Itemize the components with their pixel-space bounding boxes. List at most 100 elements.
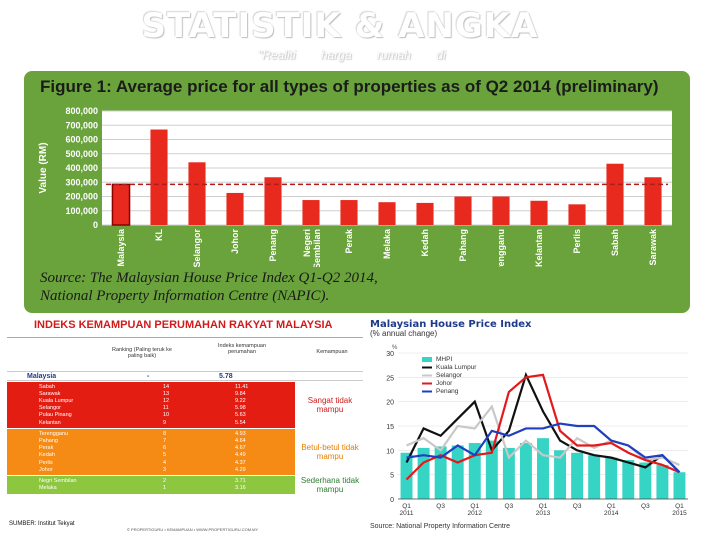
cell-name: Perlis <box>39 459 53 466</box>
affordability-table: INDEKS KEMAMPUAN PERUMAHAN RAKYAT MALAYS… <box>7 315 363 537</box>
affordability-table-source: SUMBER: Institut Tekyat <box>9 521 75 527</box>
cell-rank: 2 <box>163 477 167 484</box>
bar <box>530 200 548 225</box>
x-tick-label: Kedah <box>420 229 430 257</box>
mhpi-bar <box>485 440 498 499</box>
mhpi-bar <box>622 460 635 499</box>
cell-index: 9.84 <box>235 390 246 397</box>
x-tick-label: Pahang <box>458 229 468 262</box>
group-divider-2 <box>295 476 363 494</box>
mhpi-bar <box>605 457 618 499</box>
table-row: Pulau Pinang 10 5.63 <box>7 412 363 419</box>
y-tick-label: 5 <box>390 473 394 480</box>
table-row-malaysia: Malaysia - 5.78 <box>7 371 363 381</box>
legend-label: Johor <box>436 380 453 387</box>
x-tick-label: Melaka <box>382 228 392 259</box>
x-tick-label: Q3 <box>436 503 445 510</box>
cell-index: 4.67 <box>235 445 246 452</box>
table-header-band <box>7 337 363 371</box>
cell-name: Pulau Pinang <box>39 412 72 419</box>
table-row: Johor 3 4.29 <box>7 467 363 474</box>
cell-rank: 1 <box>163 485 167 492</box>
table-row: Pahang 7 4.64 <box>7 438 363 445</box>
figure1-title: Figure 1: Average price for all types of… <box>40 77 659 96</box>
affordability-table-title: INDEKS KEMAMPUAN PERUMAHAN RAKYAT MALAYS… <box>34 319 333 331</box>
cell-index: 3.16 <box>235 485 246 492</box>
bar <box>111 183 131 226</box>
mhpi-bar <box>656 464 669 499</box>
x-tick-label: Q1 2013 <box>536 503 551 517</box>
bar <box>150 129 168 225</box>
y-tick-label: 200,000 <box>65 192 98 202</box>
cell-index: 4.49 <box>235 452 246 459</box>
y-tick-label: 100,000 <box>65 206 98 216</box>
bar <box>492 196 510 225</box>
y-tick-label: 700,000 <box>65 120 98 130</box>
y-tick-label: 0 <box>93 220 98 230</box>
x-tick-label: Q3 <box>641 503 650 510</box>
hpi-source: Source: National Property Information Ce… <box>370 523 511 530</box>
cell-index: 4.29 <box>235 466 246 473</box>
hpi-line-chart: % 0 5 10 15 20 25 30 Q1 2011 Q3 Q1 2012 Q3 Q1 2013 Q3 Q1 2… <box>386 345 688 517</box>
cell-index: 4.93 <box>235 430 246 437</box>
y-tick-label: 20 <box>386 400 394 407</box>
legend-label: Selangor <box>436 372 463 379</box>
cell-name: Perak <box>39 445 54 452</box>
mhpi-bar <box>434 446 447 499</box>
mhpi-bar <box>554 450 567 499</box>
mhpi-bar <box>673 472 686 499</box>
table-row: Kuala Lumpur 12 9.22 <box>7 398 363 405</box>
x-tick-label: Penang <box>268 229 278 262</box>
mhpi-bar <box>468 443 481 499</box>
series-line-johor <box>405 373 680 481</box>
cell-rank: - <box>147 373 150 380</box>
hpi-title: Malaysian House Price Index <box>370 319 532 330</box>
x-tick-label: Perlis <box>572 229 582 254</box>
category-label: Sederhana tidak mampu <box>300 476 360 495</box>
table-row: Sarawak 13 9.84 <box>7 391 363 398</box>
group-divider-1 <box>295 429 363 476</box>
affordability-table-footer: © PROPERTIGURU • KEMAMPUAN • WWW.PROPERT… <box>127 527 259 532</box>
x-tick-label: Kelantan <box>534 229 544 267</box>
y-tick-label: 500,000 <box>65 149 98 159</box>
bar <box>302 200 320 225</box>
legend-label: Penang <box>436 388 459 395</box>
cell-index: 3.71 <box>235 477 246 484</box>
legend-label: Kuala Lumpur <box>436 364 477 371</box>
table-row: Negri Sembilan 2 3.71 <box>7 478 363 485</box>
cell-rank: 3 <box>163 466 167 473</box>
cell-rank: 7 <box>163 437 167 444</box>
figure1-source-line1: Source: The Malaysian House Price Index … <box>40 270 378 286</box>
y-tick-label: 0 <box>390 497 394 504</box>
x-tick-label: Sabah <box>610 229 620 256</box>
slide-title: STATISTIK & ANGKA <box>141 6 539 46</box>
bar <box>416 202 434 225</box>
table-row: Kedah 5 4.49 <box>7 452 363 459</box>
cell-rank: 12 <box>163 397 170 404</box>
y-axis-label: Value (RM) <box>38 142 49 193</box>
y-tick-label: 400,000 <box>65 163 98 173</box>
category-label: Betul-betul tidak mampu <box>301 443 359 462</box>
table-row: Terengganu 8 4.93 <box>7 431 363 438</box>
slide-subtitle: "Realiti harga rumah di <box>258 48 446 62</box>
cell-name: Kelantan <box>39 419 61 426</box>
category-label: Sangat tidak mampu <box>307 396 353 415</box>
cell-index: 5.63 <box>235 412 246 419</box>
cell-rank: 10 <box>163 412 170 419</box>
cell-rank: 4 <box>163 459 167 466</box>
header-index: Indeks kemampuan perumahan <box>218 343 266 355</box>
bar <box>378 202 396 225</box>
x-tick-label: Malaysia <box>116 228 126 267</box>
mhpi-bar <box>400 452 413 499</box>
table-row: Selangor 11 5.98 <box>7 405 363 412</box>
group-divider-0 <box>295 382 363 429</box>
y-tick-label: 15 <box>386 424 394 431</box>
x-tick-label: Terengganu <box>496 229 506 267</box>
x-tick-label: Q3 <box>573 503 582 510</box>
y-tick-label: 30 <box>386 351 394 358</box>
cell-name: Kedah <box>39 452 55 459</box>
y-tick-label: 300,000 <box>65 177 98 187</box>
header-kemampuan: Kemampuan <box>316 349 348 355</box>
table-row: Sabah 14 11.41 <box>7 384 363 391</box>
